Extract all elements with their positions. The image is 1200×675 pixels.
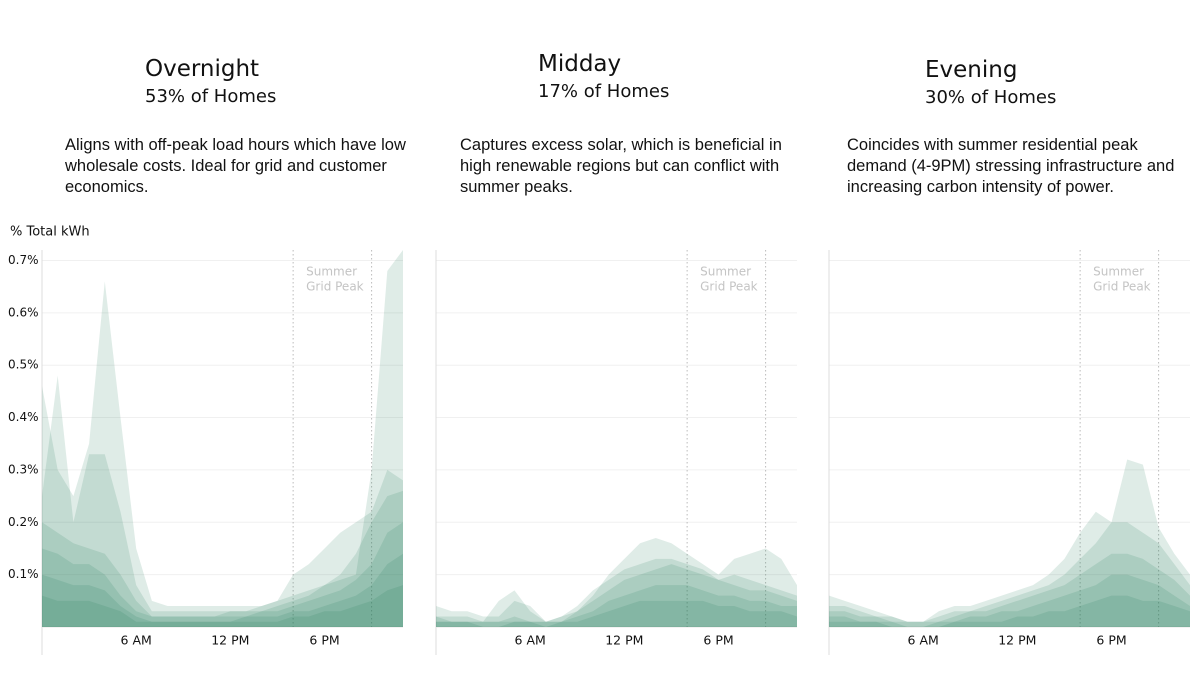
annotation: Summer [306, 265, 357, 279]
y-tick-label: 0.6% [8, 305, 39, 319]
area [42, 585, 403, 627]
area [829, 553, 1190, 627]
area [829, 595, 1190, 627]
annotation: Grid Peak [306, 280, 364, 294]
annotation: Grid Peak [1093, 280, 1151, 294]
annotation: Summer [1093, 265, 1144, 279]
area [42, 522, 403, 627]
panel-title: Overnight [145, 56, 260, 82]
y-tick-label: 0.4% [8, 410, 39, 424]
area [42, 250, 403, 627]
area [829, 574, 1190, 627]
y-tick-label: 0.7% [8, 253, 39, 267]
x-tick-label: 6 AM [908, 633, 939, 648]
area [42, 375, 403, 627]
area [436, 585, 797, 627]
panel-subtitle: 17% of Homes [538, 81, 670, 102]
area [436, 558, 797, 627]
area [829, 522, 1190, 627]
x-tick-label: 12 PM [605, 633, 643, 648]
panel-subtitle: 53% of Homes [145, 86, 277, 107]
area [829, 459, 1190, 627]
panel-title: Evening [925, 57, 1018, 83]
area [42, 553, 403, 627]
annotation: Summer [700, 265, 751, 279]
area [436, 537, 797, 627]
x-tick-label: 12 PM [211, 633, 249, 648]
y-tick-label: 0.2% [8, 515, 39, 529]
x-tick-label: 6 PM [703, 633, 733, 648]
area [436, 564, 797, 627]
x-tick-label: 12 PM [998, 633, 1036, 648]
x-tick-label: 6 AM [121, 633, 152, 648]
y-axis-label: % Total kWh [10, 225, 90, 240]
panel-description: Aligns with off-peak load hours which ha… [65, 136, 406, 196]
panel-subtitle: 30% of Homes [925, 87, 1057, 108]
annotation: Grid Peak [700, 280, 758, 294]
y-tick-label: 0.1% [8, 567, 39, 581]
x-tick-label: 6 AM [515, 633, 546, 648]
panel-title: Midday [538, 51, 622, 77]
x-tick-label: 6 PM [309, 633, 339, 648]
y-tick-label: 0.3% [8, 462, 39, 476]
panel-description: Captures excess solar, which is benefici… [460, 136, 782, 196]
x-tick-label: 6 PM [1096, 633, 1126, 648]
area [436, 600, 797, 627]
panel-description: Coincides with summer residential peak d… [847, 136, 1175, 196]
y-tick-label: 0.5% [8, 358, 39, 372]
area [42, 490, 403, 627]
